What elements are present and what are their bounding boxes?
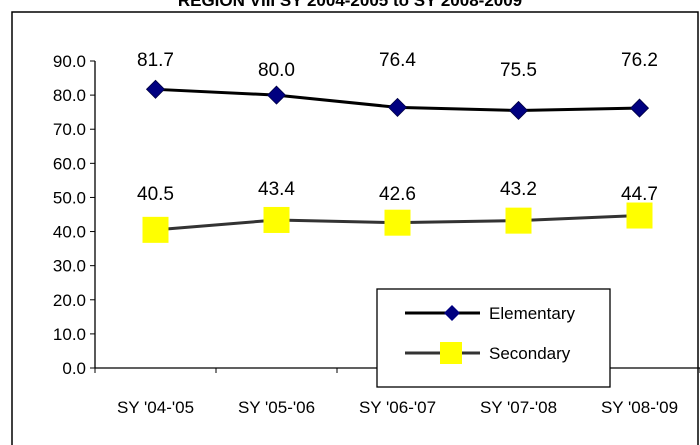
secondary-square-marker	[142, 216, 169, 243]
elementary-data-label: 81.7	[137, 50, 174, 71]
legend-item-elementary: Elementary	[405, 304, 575, 323]
elementary-data-label: 76.2	[621, 50, 658, 71]
legend-square-marker	[440, 342, 462, 364]
elementary-diamond-marker	[629, 98, 650, 118]
secondary-data-label: 44.7	[621, 184, 658, 205]
elementary-data-label: 76.4	[379, 50, 416, 71]
y-tick-label: 60.0	[53, 154, 86, 173]
y-tick-label: 30.0	[53, 257, 86, 276]
legend-label: Elementary	[489, 304, 575, 323]
y-tick-label: 80.0	[53, 86, 86, 105]
legend-box	[376, 288, 611, 388]
legend-label: Secondary	[489, 344, 571, 363]
x-tick-label: SY '06-'07	[359, 398, 436, 417]
secondary-square-marker	[505, 207, 532, 234]
elementary-diamond-marker	[387, 97, 408, 117]
secondary-square-marker	[384, 209, 411, 236]
elementary-diamond-marker	[145, 79, 166, 99]
chart-border	[11, 11, 699, 445]
secondary-square-marker	[263, 206, 290, 233]
series-elementary: 81.7 80.0 76.4 75.5 76.2	[137, 50, 658, 121]
legend: Elementary Secondary	[376, 288, 611, 388]
secondary-data-label: 40.5	[137, 184, 174, 205]
legend-item-secondary: Secondary	[405, 342, 571, 364]
series-secondary: 40.5 43.4 42.6 43.2 44.7	[137, 179, 658, 243]
y-tick-label: 0.0	[62, 359, 86, 378]
elementary-diamond-marker	[508, 100, 529, 121]
x-tick-label: SY '04-'05	[117, 398, 194, 417]
secondary-data-label: 43.4	[258, 179, 295, 200]
elementary-data-label: 75.5	[500, 60, 537, 81]
y-tick-label: 40.0	[53, 223, 86, 242]
y-axis: 0.0 10.0 20.0 30.0 40.0 50.0 60.0 70.0 80.0 90.0	[53, 52, 96, 378]
legend-diamond-marker	[444, 305, 460, 321]
y-tick-label: 50.0	[53, 188, 86, 207]
series-layer: 81.7 80.0 76.4 75.5 76.2 40.5 43.4 42.6 43.2 44.7	[137, 50, 658, 243]
x-tick-label: SY '07-'08	[480, 398, 557, 417]
secondary-data-label: 42.6	[379, 184, 416, 205]
chart-title: REGION VIII SY 2004-2005 to SY 2008-2009	[177, 0, 523, 10]
x-tick-label: SY '05-'06	[238, 398, 315, 417]
elementary-diamond-marker	[266, 85, 287, 105]
elementary-data-label: 80.0	[258, 60, 295, 81]
y-tick-label: 20.0	[53, 291, 86, 310]
x-tick-label: SY '08-'09	[601, 398, 678, 417]
secondary-square-marker	[626, 202, 653, 229]
y-tick-label: 90.0	[53, 52, 86, 71]
secondary-data-label: 43.2	[500, 179, 537, 200]
y-tick-label: 10.0	[53, 325, 86, 344]
y-tick-label: 70.0	[53, 120, 86, 139]
